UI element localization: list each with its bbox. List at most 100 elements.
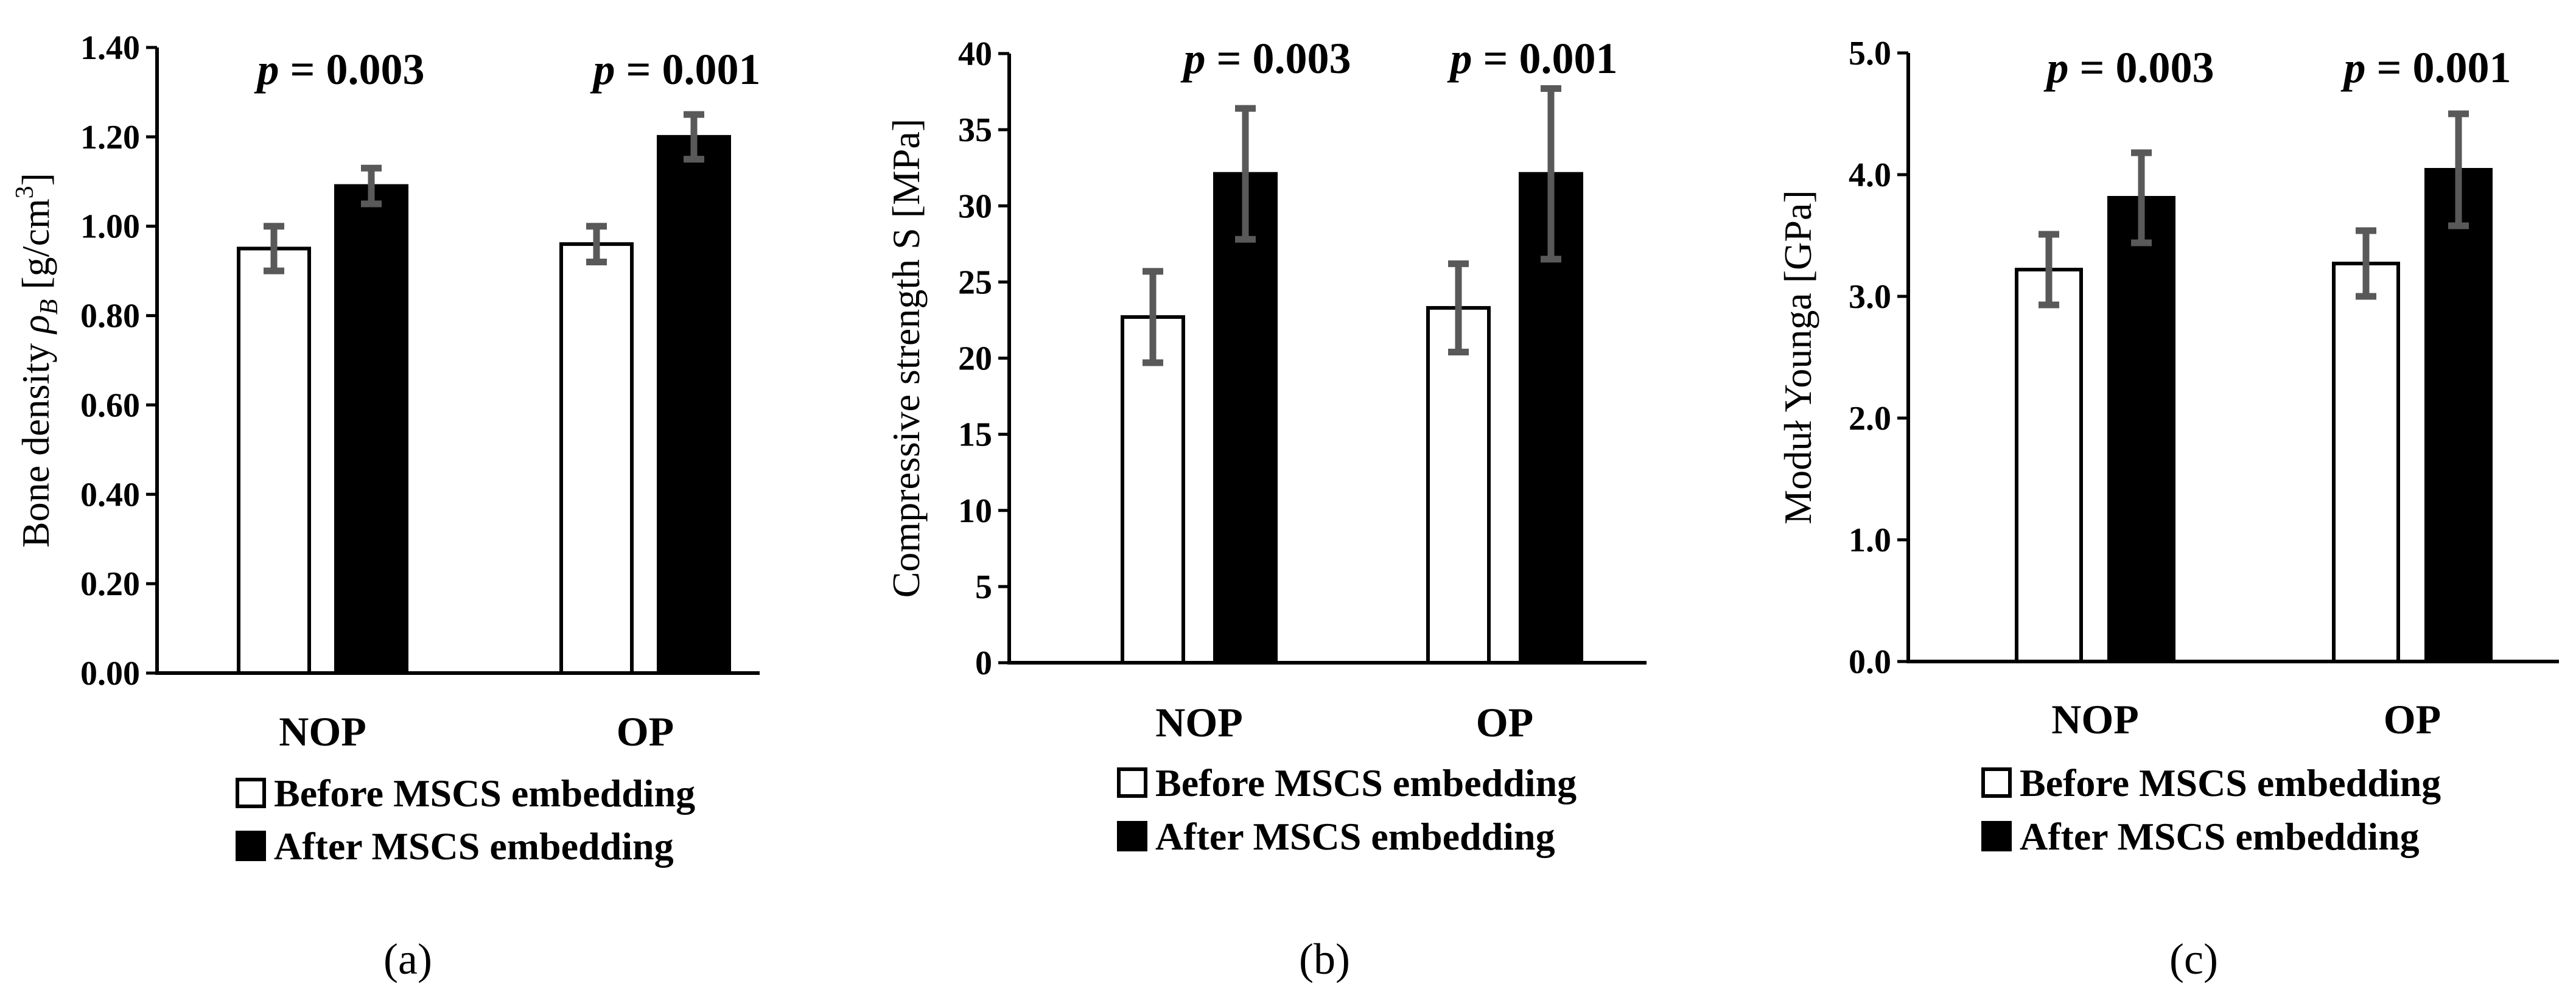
p-value-annotation: p = 0.003 bbox=[2043, 43, 2214, 92]
error-bar bbox=[2131, 149, 2152, 246]
y-axis-title: Bone density ρB [g/cm3] bbox=[11, 173, 63, 548]
error-bar bbox=[586, 223, 607, 265]
legend-label: After MSCS embedding bbox=[1155, 815, 1555, 858]
p-symbol: p bbox=[1446, 34, 1472, 83]
y-axis-title-part: Bone density bbox=[14, 333, 57, 548]
error-bar bbox=[1143, 268, 1163, 366]
y-axis-title-subscript: B bbox=[35, 299, 63, 315]
legend-label: Before MSCS embedding bbox=[2020, 761, 2441, 805]
y-tick-label: 15 bbox=[958, 416, 992, 454]
p-symbol: p bbox=[2340, 43, 2365, 92]
error-bar bbox=[684, 111, 704, 163]
legend-item: After MSCS embedding bbox=[236, 825, 674, 868]
y-axis-title-part: [g/cm bbox=[14, 198, 57, 299]
legend-label: After MSCS embedding bbox=[2020, 815, 2420, 858]
error-bar bbox=[2356, 227, 2376, 300]
p-value-annotation: p = 0.003 bbox=[253, 45, 424, 94]
p-symbol: p bbox=[253, 45, 279, 94]
y-tick-label: 2.0 bbox=[1849, 400, 1891, 438]
y-axis-title-symbol: ρ bbox=[14, 315, 57, 335]
p-value-text: = 0.001 bbox=[1472, 34, 1617, 83]
legend-swatch-before bbox=[1981, 767, 2012, 798]
y-tick-label: 0.0 bbox=[1849, 643, 1891, 681]
legend-label: Before MSCS embedding bbox=[274, 772, 695, 815]
y-axis-title-part: ] bbox=[14, 173, 57, 186]
y-tick-label: 5.0 bbox=[1849, 35, 1891, 72]
legend-item: After MSCS embedding bbox=[1981, 815, 2420, 858]
p-value-annotation: p = 0.003 bbox=[1180, 34, 1351, 83]
y-tick-label: 0.20 bbox=[80, 565, 140, 603]
error-bar bbox=[2448, 110, 2469, 229]
y-axis-title: Compressive strength S [MPa] bbox=[884, 119, 928, 598]
bar-after-nop bbox=[1213, 172, 1278, 665]
bar-before-op bbox=[559, 242, 634, 676]
legend-swatch-before bbox=[1117, 767, 1147, 798]
y-tick-label: 30 bbox=[958, 187, 992, 225]
legend-item: Before MSCS embedding bbox=[1981, 761, 2441, 805]
y-tick-label: 1.00 bbox=[80, 208, 140, 246]
p-value-annotation: p = 0.001 bbox=[1446, 34, 1617, 83]
y-tick-label: 5 bbox=[975, 568, 992, 606]
legend-item: Before MSCS embedding bbox=[236, 772, 695, 815]
category-label-nop: NOP bbox=[2051, 696, 2139, 742]
bar-before-nop bbox=[1121, 315, 1185, 665]
y-tick-label: 4.0 bbox=[1849, 156, 1891, 194]
p-value-text: = 0.003 bbox=[279, 45, 424, 94]
legend-swatch-after bbox=[236, 831, 266, 861]
category-label-nop: NOP bbox=[1155, 699, 1243, 745]
y-axis-title: Moduł Younga [GPa] bbox=[1776, 190, 1819, 524]
chart-panel-a: 0.00 0.20 0.40 0.60 0.80 1.00 1.20 1.40 NOP OP p =… bbox=[11, 29, 761, 983]
bar-after-op bbox=[2424, 168, 2493, 663]
legend-swatch-before bbox=[236, 778, 266, 808]
p-value-text: = 0.001 bbox=[615, 45, 760, 94]
category-label-op: OP bbox=[2384, 696, 2441, 742]
y-tick-label: 1.40 bbox=[80, 29, 140, 67]
p-value-text: = 0.001 bbox=[2365, 43, 2511, 92]
bar-after-nop bbox=[2107, 196, 2175, 663]
error-bar bbox=[2039, 231, 2059, 309]
bar-before-nop bbox=[2015, 268, 2083, 663]
y-tick-label: 1.0 bbox=[1849, 522, 1891, 559]
p-value-text: = 0.003 bbox=[2068, 43, 2214, 92]
y-tick-label: 3.0 bbox=[1849, 278, 1891, 316]
bar-after-nop bbox=[334, 184, 408, 675]
y-tick-label: 20 bbox=[958, 340, 992, 378]
error-bar bbox=[1541, 85, 1561, 263]
legend-label: After MSCS embedding bbox=[274, 825, 674, 868]
p-value-annotation: p = 0.001 bbox=[2340, 43, 2511, 92]
error-bar bbox=[1235, 105, 1256, 243]
legend-item: After MSCS embedding bbox=[1117, 815, 1555, 858]
category-label-nop: NOP bbox=[279, 708, 366, 755]
y-tick-label: 25 bbox=[958, 264, 992, 301]
y-tick-label: 0.60 bbox=[80, 386, 140, 424]
y-tick-label: 10 bbox=[958, 492, 992, 530]
p-value-annotation: p = 0.001 bbox=[589, 45, 760, 94]
p-symbol: p bbox=[589, 45, 615, 94]
p-symbol: p bbox=[1180, 34, 1205, 83]
panel-label: (c) bbox=[2169, 935, 2218, 983]
error-bar bbox=[264, 223, 284, 274]
p-value-text: = 0.003 bbox=[1205, 34, 1351, 83]
category-label-op: OP bbox=[617, 708, 674, 755]
legend-swatch-after bbox=[1981, 821, 2012, 851]
y-axis-title-superscript: 3 bbox=[11, 186, 39, 198]
category-label-op: OP bbox=[1476, 699, 1533, 745]
error-bar bbox=[1448, 260, 1469, 355]
bar-after-op bbox=[657, 134, 731, 676]
y-tick-label: 40 bbox=[958, 35, 992, 73]
panel-label: (a) bbox=[383, 935, 432, 983]
error-bar bbox=[361, 164, 382, 208]
legend-item: Before MSCS embedding bbox=[1117, 761, 1577, 805]
y-tick-label: 1.20 bbox=[80, 119, 140, 156]
bar-before-op bbox=[1426, 305, 1491, 665]
y-tick-label: 0.00 bbox=[80, 655, 140, 693]
y-tick-label: 0.80 bbox=[80, 298, 140, 335]
y-tick-label: 0 bbox=[975, 644, 992, 682]
bar-before-op bbox=[2332, 262, 2400, 663]
p-symbol: p bbox=[2043, 43, 2068, 92]
legend-label: Before MSCS embedding bbox=[1155, 761, 1577, 805]
legend-swatch-after bbox=[1117, 821, 1147, 851]
